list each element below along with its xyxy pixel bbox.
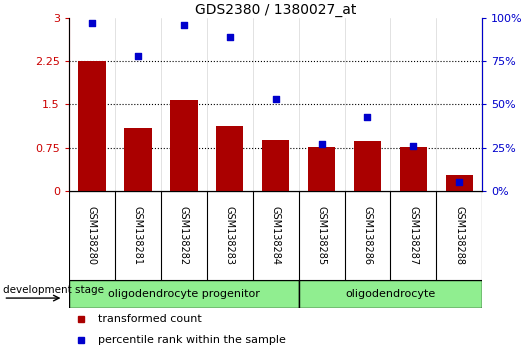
Bar [446,175,473,191]
Text: GSM138288: GSM138288 [454,206,464,265]
Bar [400,147,427,191]
Bar [298,280,482,308]
Bar [69,280,298,308]
Text: transformed count: transformed count [98,314,201,324]
Text: GSM138284: GSM138284 [271,206,280,265]
Point [409,143,418,149]
Point [134,53,142,59]
Bar [308,147,335,191]
Point [180,22,188,28]
Bar [78,61,105,191]
Text: GSM138281: GSM138281 [133,206,143,265]
Bar [170,101,198,191]
Text: GSM138287: GSM138287 [409,206,418,265]
Point [363,114,372,119]
Title: GDS2380 / 1380027_at: GDS2380 / 1380027_at [195,3,356,17]
Text: oligodendrocyte progenitor: oligodendrocyte progenitor [108,289,260,299]
Point [271,96,280,102]
Text: GSM138285: GSM138285 [316,206,326,265]
Text: percentile rank within the sample: percentile rank within the sample [98,335,286,345]
Text: GSM138280: GSM138280 [87,206,97,265]
Bar [354,141,381,191]
Point [225,34,234,40]
Bar [124,127,152,191]
Bar [216,126,243,191]
Text: development stage: development stage [4,285,104,295]
Text: GSM138283: GSM138283 [225,206,235,265]
Text: GSM138286: GSM138286 [363,206,373,265]
Text: GSM138282: GSM138282 [179,206,189,265]
Text: oligodendrocyte: oligodendrocyte [346,289,436,299]
Point [317,142,326,147]
Bar [262,140,289,191]
Point [455,180,464,185]
Point [87,20,96,26]
